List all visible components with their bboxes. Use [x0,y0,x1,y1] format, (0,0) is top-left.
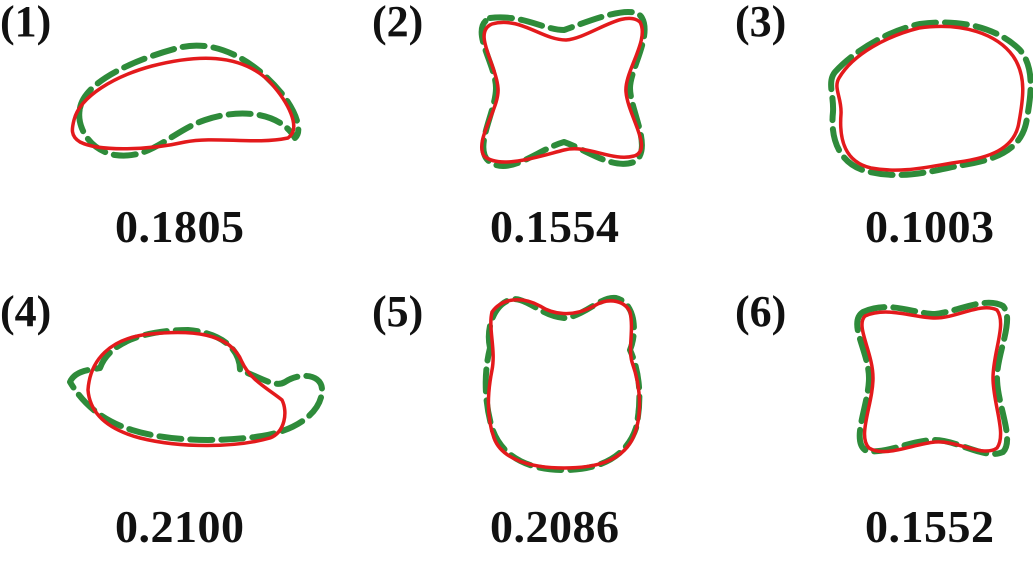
predicted-contour [70,56,296,151]
ground-truth-contour [478,9,648,170]
similarity-score: 0.2100 [115,501,245,552]
similarity-score: 0.1003 [865,201,995,252]
panel-1: (1) 0.1805 [0,0,344,276]
panel-label: (3) [735,0,787,46]
panel-label: (5) [372,287,424,336]
predicted-contour [486,298,642,470]
contour-plot [67,327,325,448]
predicted-contour [480,16,644,164]
panel-label: (4) [0,287,52,336]
predicted-contour [86,330,287,448]
panel-label: (2) [372,0,424,46]
panel-2: (2) 0.1554 [372,0,716,276]
ground-truth-contour [854,299,1010,457]
similarity-score: 0.2086 [490,501,620,552]
panel-3: (3) 0.1003 [735,0,1033,276]
similarity-score: 0.1805 [115,201,245,252]
predicted-contour [835,24,1025,172]
similarity-score: 0.1552 [865,501,995,552]
contour-plot [482,294,643,473]
panel-4: (4) 0.2100 [0,287,344,566]
ground-truth-contour [828,19,1033,178]
panel-label: (1) [0,0,52,46]
contour-plot [478,9,648,170]
contour-plot [70,42,302,159]
panel-label: (6) [735,287,787,336]
panel-5: (5) 0.2086 [372,287,716,566]
panel-6: (6) 0.1552 [735,287,1033,566]
predicted-contour [860,306,1003,454]
contour-plot [828,19,1033,178]
contour-plot [854,299,1010,457]
ground-truth-contour [67,327,325,443]
ground-truth-contour [76,42,302,159]
ground-truth-contour [482,294,643,473]
similarity-score: 0.1554 [490,201,620,252]
